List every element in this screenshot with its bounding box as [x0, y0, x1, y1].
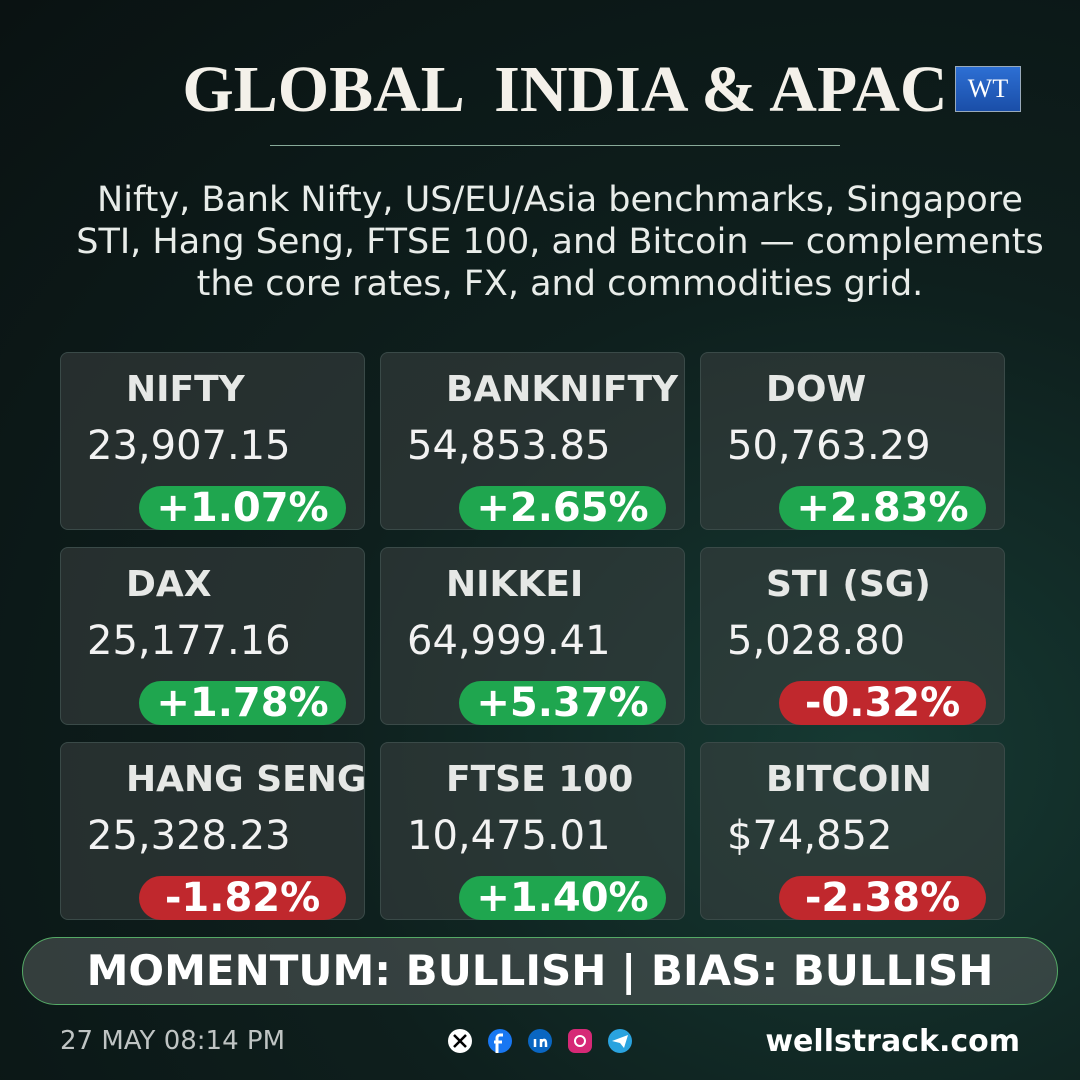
market-card: BITCOIN $74,852 -2.38%	[700, 742, 1005, 920]
change-badge: +2.65%	[459, 486, 666, 530]
market-card: STI (SG) 5,028.80 -0.32%	[700, 547, 1005, 725]
change-badge: +5.37%	[459, 681, 666, 725]
market-name: STI (SG)	[766, 564, 931, 605]
change-badge: +1.07%	[139, 486, 346, 530]
market-value: $74,852	[727, 813, 893, 859]
change-badge: +1.40%	[459, 876, 666, 920]
divider	[270, 145, 840, 146]
market-card: DAX 25,177.16 +1.78%	[60, 547, 365, 725]
change-badge: +2.83%	[779, 486, 986, 530]
subtitle-line: Nifty, Bank Nifty, US/EU/Asia benchmarks…	[97, 180, 1023, 220]
change-badge: -1.82%	[139, 876, 346, 920]
x-glyph	[453, 1034, 467, 1048]
instagram-glyph	[574, 1035, 586, 1047]
market-name: BANKNIFTY	[446, 369, 679, 410]
market-value: 5,028.80	[727, 618, 906, 664]
market-name: FTSE 100	[446, 759, 634, 800]
market-card: BANKNIFTY 54,853.85 +2.65%	[380, 352, 685, 530]
market-value: 54,853.85	[407, 423, 611, 469]
title: GLOBAL INDIA & APAC	[182, 53, 948, 126]
market-value: 64,999.41	[407, 618, 611, 664]
telegram-glyph	[612, 1035, 628, 1048]
market-card: NIFTY 23,907.15 +1.07%	[60, 352, 365, 530]
market-value: 23,907.15	[87, 423, 291, 469]
market-name: DAX	[126, 564, 212, 605]
market-value: 50,763.29	[727, 423, 931, 469]
market-name: HANG SENG	[126, 759, 367, 800]
logo: WT	[955, 66, 1021, 112]
market-card: NIKKEI 64,999.41 +5.37%	[380, 547, 685, 725]
market-name: NIKKEI	[446, 564, 584, 605]
market-value: 25,328.23	[87, 813, 291, 859]
market-card: HANG SENG 25,328.23 -1.82%	[60, 742, 367, 920]
market-name: NIFTY	[126, 369, 245, 410]
subtitle-line: the core rates, FX, and commodities grid…	[196, 264, 924, 304]
facebook-glyph	[494, 1033, 503, 1053]
market-name: DOW	[766, 369, 867, 410]
website: wellstrack.com	[765, 1024, 1020, 1059]
social-icons	[448, 1029, 632, 1053]
change-badge: -2.38%	[779, 876, 986, 920]
linkedin-glyph	[533, 1038, 548, 1047]
market-card: FTSE 100 10,475.01 +1.40%	[380, 742, 685, 920]
change-badge: +1.78%	[139, 681, 346, 725]
change-badge: -0.32%	[779, 681, 986, 725]
market-value: 10,475.01	[407, 813, 611, 859]
instagram-icon	[568, 1029, 592, 1053]
market-value: 25,177.16	[87, 618, 291, 664]
subtitle-line: STI, Hang Seng, FTSE 100, and Bitcoin — …	[76, 222, 1044, 262]
banner: MOMENTUM: BULLISH | BIAS: BULLISH	[22, 937, 1058, 1005]
market-card: DOW 50,763.29 +2.83%	[700, 352, 1005, 530]
market-name: BITCOIN	[766, 759, 932, 800]
date: 27 MAY 08:14 PM	[60, 1026, 285, 1056]
